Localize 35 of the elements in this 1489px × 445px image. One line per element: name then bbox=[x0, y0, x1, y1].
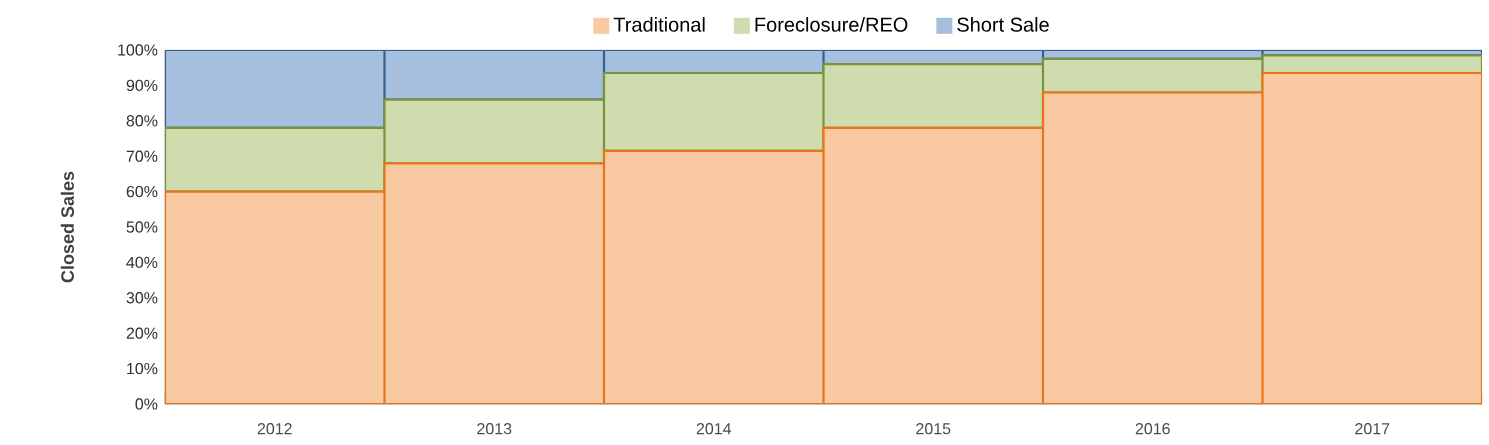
bar bbox=[1261, 71, 1483, 404]
x-tick-label: 2017 bbox=[1355, 423, 1390, 435]
y-axis-title: Closed Sales bbox=[60, 171, 74, 283]
y-tick-label: 50% bbox=[126, 221, 158, 233]
y-tick-label: 30% bbox=[126, 292, 158, 304]
y-tick-label: 40% bbox=[126, 256, 158, 269]
bar bbox=[165, 190, 386, 404]
bar bbox=[822, 126, 1045, 404]
y-tick-label: 20% bbox=[126, 327, 158, 339]
x-tick-label: 2012 bbox=[257, 423, 292, 435]
x-tick-label: 2013 bbox=[477, 423, 512, 435]
y-tick-label: 90% bbox=[126, 79, 158, 92]
bar bbox=[383, 50, 606, 101]
bar bbox=[602, 149, 825, 404]
bar bbox=[383, 162, 606, 404]
y-tick-label: 80% bbox=[126, 115, 158, 127]
bar bbox=[165, 126, 386, 193]
y-tick-label: 100% bbox=[118, 44, 158, 56]
y-tick-label: 70% bbox=[126, 150, 158, 162]
legend-label: Short Sale bbox=[957, 17, 1049, 32]
bar bbox=[1041, 91, 1264, 404]
x-tick-label: 2015 bbox=[916, 423, 951, 435]
y-tick-label: 60% bbox=[126, 185, 158, 198]
bar bbox=[602, 71, 825, 152]
bar bbox=[383, 98, 606, 165]
x-tick-label: 2016 bbox=[1135, 423, 1170, 435]
bar bbox=[822, 63, 1045, 129]
legend-label: Foreclosure/REO bbox=[755, 17, 908, 32]
bar bbox=[602, 50, 825, 75]
y-tick-label: 10% bbox=[127, 362, 158, 375]
legend-label: Traditional bbox=[613, 17, 705, 32]
bar bbox=[1041, 57, 1264, 94]
y-tick-label: 0% bbox=[135, 398, 158, 410]
x-tick-label: 2014 bbox=[696, 423, 732, 435]
bar bbox=[165, 50, 386, 129]
